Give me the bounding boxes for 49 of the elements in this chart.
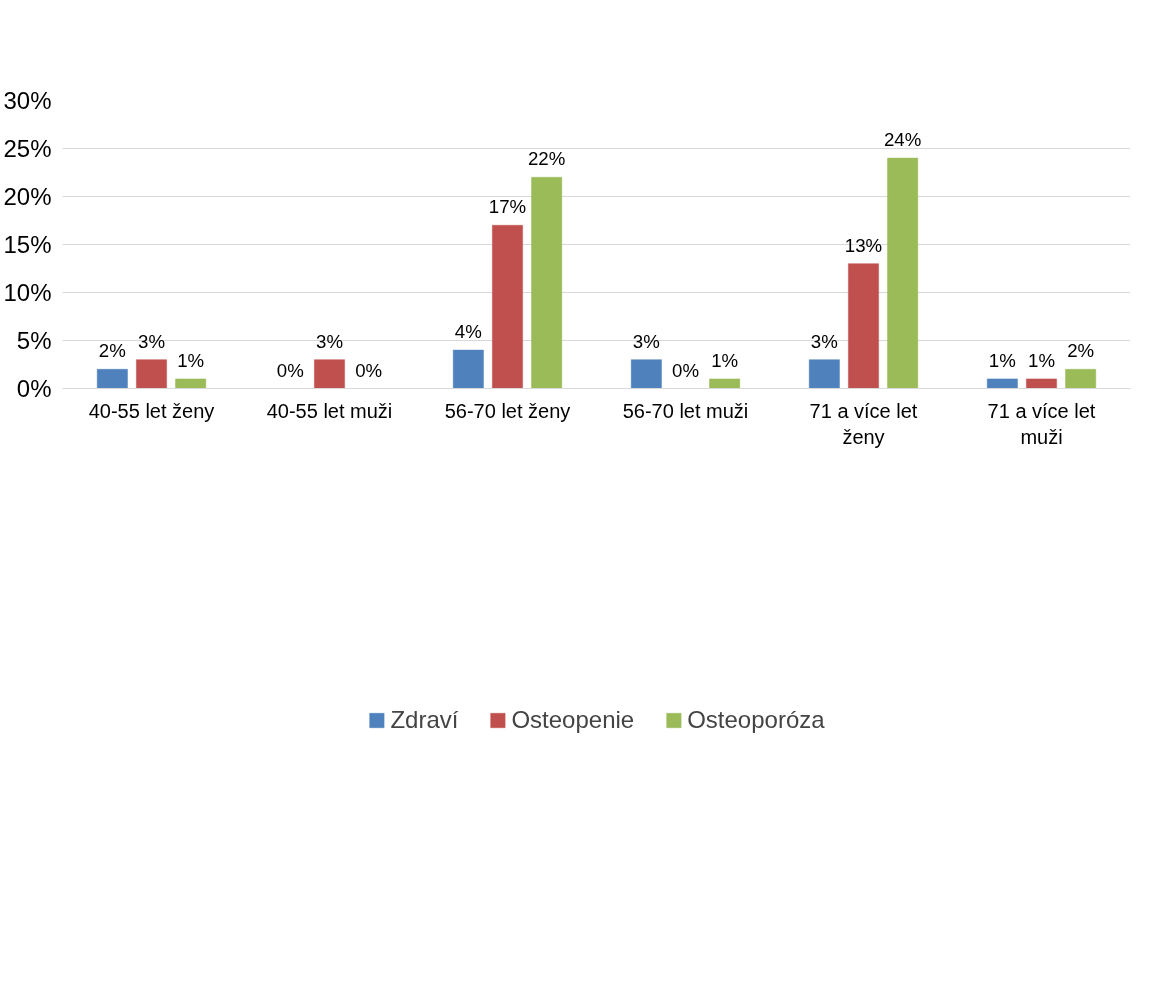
y-tick-label: 15% <box>3 231 52 258</box>
data-label: 3% <box>632 330 660 352</box>
data-label: 0% <box>355 359 383 381</box>
data-label: 1% <box>1028 349 1055 371</box>
bar <box>314 359 345 389</box>
data-label: 1% <box>988 349 1016 371</box>
x-tick-label: 40-55 let muži <box>266 399 393 422</box>
bar <box>1065 369 1097 389</box>
x-tick-label: 71 a více let ženy <box>809 399 918 448</box>
data-label: 1% <box>711 349 739 371</box>
x-tick-label: 71 a více let muži <box>987 399 1096 448</box>
data-label: 2% <box>1067 340 1095 362</box>
bar <box>531 177 563 389</box>
bar <box>452 349 484 389</box>
data-label: 3% <box>810 330 838 352</box>
y-tick-label: 0% <box>16 375 52 402</box>
data-label: 1% <box>177 349 205 371</box>
data-label: 13% <box>844 234 883 256</box>
bar <box>709 378 741 389</box>
bar <box>630 359 662 389</box>
legend-label: Osteoporóza <box>687 706 825 734</box>
x-tick-label: 56-70 let muži <box>622 399 749 422</box>
y-tick-label: 30% <box>3 87 52 114</box>
legend-label: Osteopenie <box>511 706 635 734</box>
data-label: 3% <box>138 330 165 352</box>
data-label: 2% <box>98 340 126 362</box>
legend-label: Zdraví <box>390 706 459 734</box>
bar <box>887 157 919 389</box>
x-tick-label: 56-70 let ženy <box>444 399 571 422</box>
data-label: 22% <box>527 148 566 170</box>
data-label: 0% <box>276 359 304 381</box>
data-label: 3% <box>316 330 343 352</box>
bar <box>492 225 523 389</box>
bar <box>986 378 1018 389</box>
data-label: 0% <box>672 359 699 381</box>
bar <box>96 369 128 389</box>
data-label: 4% <box>454 321 482 343</box>
y-tick-label: 10% <box>3 279 52 306</box>
y-tick-label: 5% <box>16 327 52 354</box>
bar <box>848 263 879 389</box>
bar <box>175 378 207 389</box>
data-label: 17% <box>488 196 527 218</box>
y-tick-label: 20% <box>3 183 52 210</box>
y-tick-label: 25% <box>3 135 52 162</box>
bar <box>136 359 167 389</box>
bar <box>808 359 840 389</box>
data-label: 24% <box>883 129 922 151</box>
x-tick-label: 40-55 let ženy <box>88 399 215 422</box>
bar <box>1026 378 1057 389</box>
